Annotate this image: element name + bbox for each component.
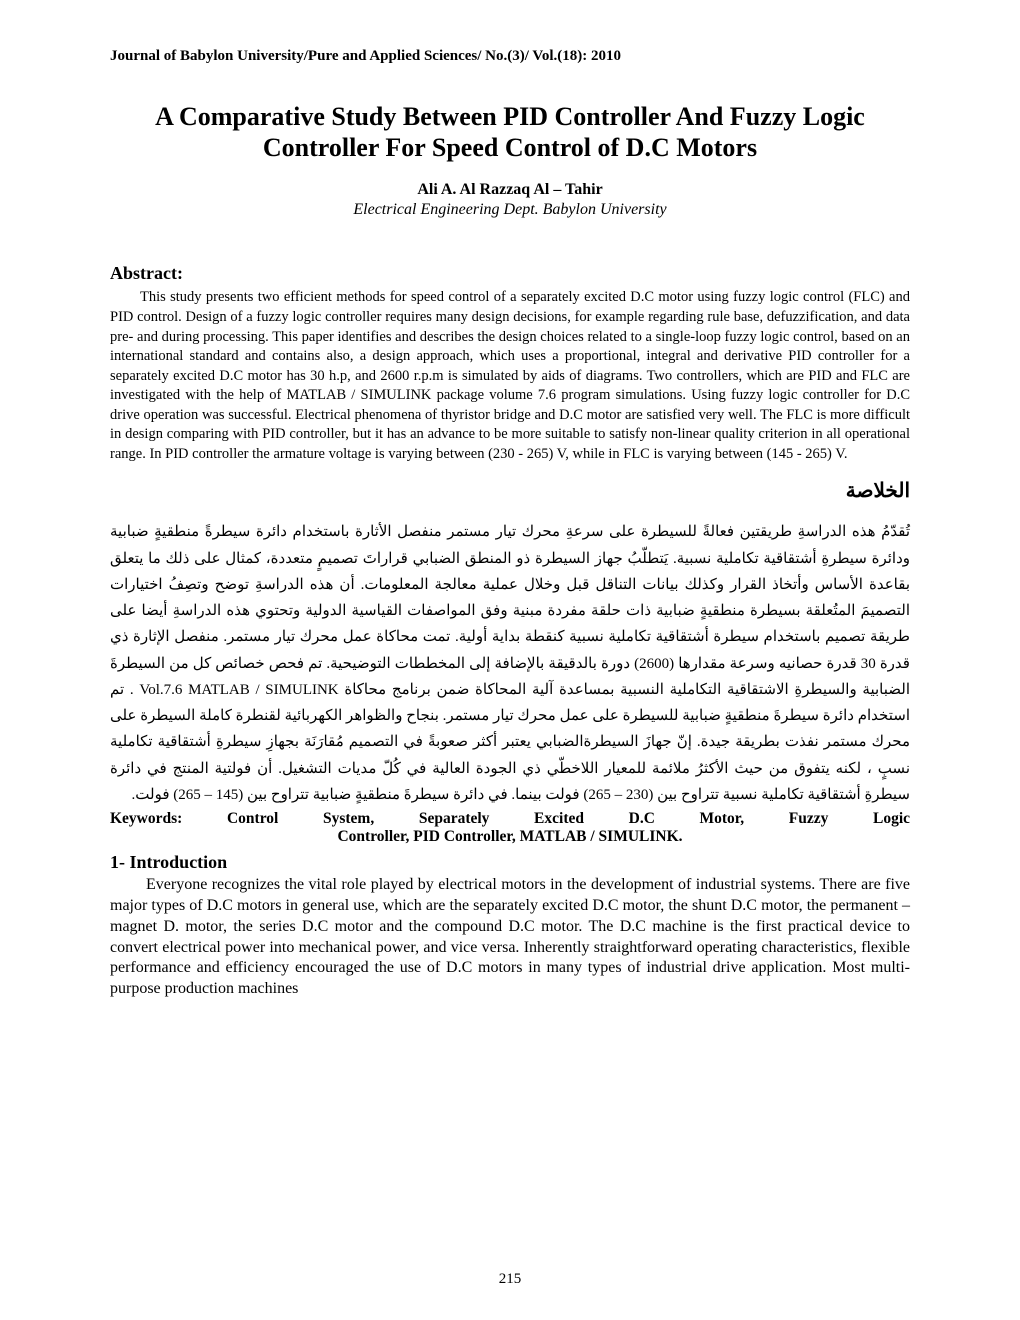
abstract-heading: Abstract: (110, 263, 910, 284)
arabic-abstract-heading: الخلاصة (110, 478, 910, 503)
keywords-line-1: Keywords: Control System, Separately Exc… (110, 810, 910, 828)
arabic-abstract-body: تُقدّمُ هذه الدراسةِ طريقتين فعالةً للسي… (110, 519, 910, 808)
keywords-line-2: Controller, PID Controller, MATLAB / SIM… (110, 828, 910, 846)
keywords-label: Keywords: (110, 810, 182, 827)
page-number: 215 (0, 1271, 1020, 1288)
introduction-body: Everyone recognizes the vital role playe… (110, 875, 910, 1000)
author-name: Ali A. Al Razzaq Al – Tahir (110, 181, 910, 199)
abstract-body: This study presents two efficient method… (110, 288, 910, 464)
keywords-text-1: Control System, Separately Excited D.C M… (227, 810, 910, 827)
journal-header: Journal of Babylon University/Pure and A… (110, 48, 910, 65)
paper-title: A Comparative Study Between PID Controll… (110, 101, 910, 163)
author-affiliation: Electrical Engineering Dept. Babylon Uni… (110, 201, 910, 219)
introduction-heading: 1- Introduction (110, 852, 910, 873)
